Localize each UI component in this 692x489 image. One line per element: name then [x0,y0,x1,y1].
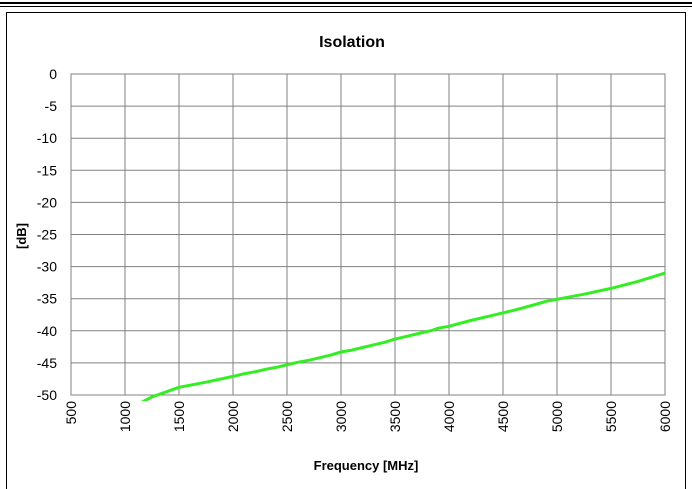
x-tick-label: 4000 [441,401,457,432]
y-tick-label: -5 [45,98,58,114]
header-rule-thick [0,2,692,4]
x-tick-label: 1500 [171,401,187,432]
x-tick-label: 1000 [117,401,133,432]
y-tick-label: -45 [37,355,57,371]
y-tick-label: -35 [37,291,57,307]
y-tick-label: 0 [49,66,57,82]
y-tick-label: -10 [37,130,57,146]
x-tick-label: 500 [63,401,79,425]
y-tick-label: -20 [37,194,57,210]
y-tick-label: -30 [37,259,57,275]
x-tick-label: 4500 [495,401,511,432]
chart-title: Isolation [319,34,385,51]
chart-frame [6,12,686,489]
header-rule-thin [0,6,692,7]
y-tick-labels: 0 -5 -10 -15 -20 -25 -30 -35 -40 -45 -50 [37,66,57,403]
x-tick-label: 5500 [603,401,619,432]
x-tick-label: 5000 [549,401,565,432]
x-tick-label: 3000 [333,401,349,432]
y-tick-label: -25 [37,227,57,243]
x-tick-label: 2500 [279,401,295,432]
x-tick-label: 6000 [657,401,673,432]
x-tick-label: 3500 [387,401,403,432]
y-tick-label: -50 [37,387,57,403]
y-tick-label: -40 [37,323,57,339]
series-line [140,271,665,401]
x-tick-labels: 500 1000 1500 2000 2500 3000 3500 4000 4500 5000 5… [63,401,673,432]
plot-border [70,73,666,396]
x-axis-label: Frequency [MHz] [314,458,419,473]
y-tick-label: -15 [37,162,57,178]
x-tick-label: 2000 [225,401,241,432]
y-axis-label: [dB] [14,223,29,249]
